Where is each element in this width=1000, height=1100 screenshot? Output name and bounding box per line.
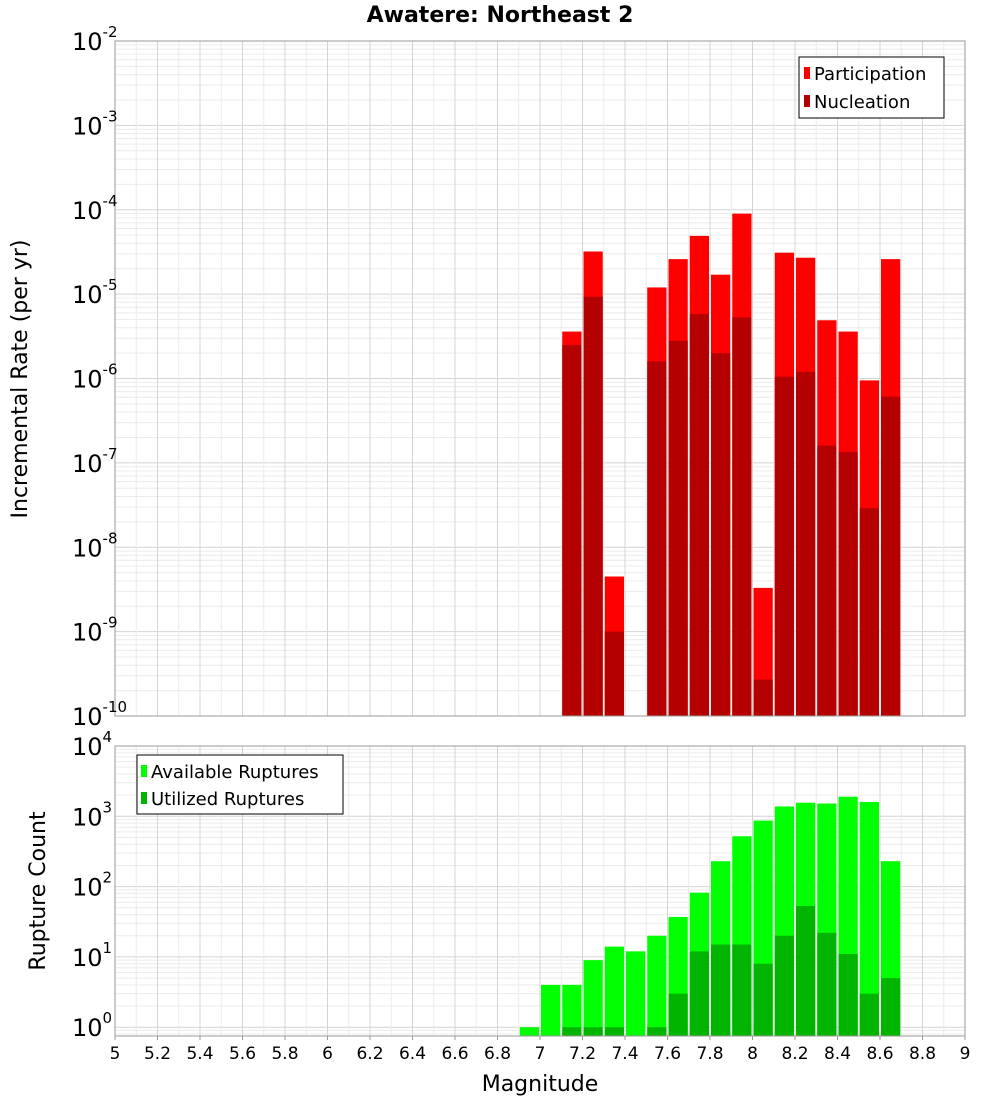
x-tick-label: 8.6: [866, 1044, 893, 1064]
top-bar-nucleation: [562, 344, 582, 716]
bottom-bar-utilized-ruptures: [796, 905, 816, 1036]
bottom-bar-utilized-ruptures: [881, 978, 901, 1036]
legend-swatch-available: [141, 765, 147, 777]
y-tick-label: 10-2: [72, 23, 118, 56]
bottom-bar-available-ruptures: [583, 960, 603, 1036]
top-legend-box: [798, 56, 945, 119]
x-tick-label: 9: [960, 1044, 971, 1064]
bottom-legend: Available Ruptures Utilized Ruptures: [136, 754, 344, 815]
bottom-bar-utilized-ruptures: [562, 1027, 582, 1036]
top-bars: [562, 213, 901, 717]
x-tick-label: 7.6: [654, 1044, 681, 1064]
bottom-bar-utilized-ruptures: [774, 935, 794, 1036]
y-tick-label: 100: [72, 1009, 112, 1042]
x-tick-label: 8.4: [824, 1044, 851, 1064]
y-tick-label: 10-4: [72, 192, 118, 225]
top-y-tick-labels: 10-10 10-9 10-8 10-7 10-6 10-5 10-4 10-3 10-2: [72, 23, 127, 731]
top-bar-nucleation: [796, 371, 816, 716]
top-plot: 10-10 10-9 10-8 10-7 10-6 10-5 10-4 10-3 10-2 In…: [8, 23, 966, 731]
bottom-bar-utilized-ruptures: [732, 944, 752, 1036]
top-bar-nucleation: [647, 361, 667, 716]
x-tick-label: 8: [747, 1044, 758, 1064]
bottom-bar-utilized-ruptures: [689, 951, 709, 1036]
top-legend: Participation Nucleation: [798, 56, 945, 119]
bottom-bar-utilized-ruptures: [711, 944, 731, 1036]
bottom-bar-available-ruptures: [519, 1027, 539, 1036]
bottom-bar-available-ruptures: [541, 984, 561, 1036]
top-bar-nucleation: [732, 317, 752, 716]
x-tick-label: 5: [110, 1044, 121, 1064]
y-tick-label: 103: [72, 798, 112, 831]
top-plot-border: [114, 40, 966, 717]
bottom-bars: [519, 796, 901, 1036]
bottom-bar-utilized-ruptures: [838, 954, 858, 1036]
y-tick-label: 10-6: [72, 361, 118, 394]
legend-swatch-utilized: [141, 792, 147, 804]
top-bar-nucleation: [774, 376, 794, 716]
bottom-y-axis-label: Rupture Count: [26, 811, 51, 971]
bottom-bar-utilized-ruptures: [604, 1027, 624, 1036]
x-tick-label: 8.2: [781, 1044, 808, 1064]
x-tick-labels: 5 5.2 5.4 5.6 5.8 6 6.2 6.4 6.6 6.8 7 7.2 7.4 7.6 7.8 8…: [110, 1036, 971, 1064]
bottom-bar-available-ruptures: [604, 946, 624, 1036]
legend-label-participation: Participation: [814, 64, 926, 85]
top-y-axis-label: Incremental Rate (per yr): [8, 240, 33, 519]
bottom-bar-available-ruptures: [647, 935, 667, 1036]
chart-title: Awatere: Northeast 2: [367, 3, 634, 28]
top-bar-nucleation: [753, 679, 773, 716]
legend-swatch-nucleation: [804, 95, 810, 107]
y-tick-label: 10-5: [72, 276, 118, 309]
y-tick-label: 101: [72, 939, 112, 972]
top-bar-nucleation: [604, 631, 624, 716]
top-bar-nucleation: [817, 445, 837, 716]
bottom-bar-utilized-ruptures: [753, 963, 773, 1036]
y-tick-label: 104: [72, 728, 112, 761]
x-tick-label: 7.2: [569, 1044, 596, 1064]
bottom-bar-utilized-ruptures: [668, 993, 688, 1036]
x-tick-label: 5.8: [271, 1044, 298, 1064]
x-tick-label: 6.8: [484, 1044, 511, 1064]
y-tick-label: 10-9: [72, 614, 118, 647]
bottom-bar-available-ruptures: [562, 984, 582, 1036]
y-tick-label: 10-3: [72, 107, 118, 140]
x-tick-label: 5.2: [144, 1044, 171, 1064]
x-tick-label: 6.6: [441, 1044, 468, 1064]
x-tick-label: 6.4: [399, 1044, 426, 1064]
bottom-bar-utilized-ruptures: [817, 932, 837, 1036]
top-grid: [114, 41, 966, 717]
top-bar-nucleation: [711, 353, 731, 716]
legend-label-available: Available Ruptures: [151, 762, 319, 783]
bottom-plot: 100 101 102 103 104 5 5.2 5.4 5.6 5.8 6 6.2 6.4 6.6 6…: [26, 728, 970, 1097]
x-tick-label: 5.4: [186, 1044, 213, 1064]
bottom-y-tick-labels: 100 101 102 103 104: [72, 728, 112, 1042]
bottom-legend-box: [136, 754, 344, 815]
legend-label-nucleation: Nucleation: [814, 92, 910, 113]
bottom-bar-utilized-ruptures: [859, 993, 879, 1036]
bottom-bar-available-ruptures: [859, 801, 879, 1036]
x-tick-label: 5.6: [229, 1044, 256, 1064]
x-tick-label: 6: [322, 1044, 333, 1064]
y-tick-label: 102: [72, 869, 112, 902]
y-tick-label: 10-7: [72, 445, 118, 478]
x-tick-label: 7.8: [696, 1044, 723, 1064]
x-tick-label: 8.8: [909, 1044, 936, 1064]
legend-swatch-participation: [804, 67, 810, 79]
x-tick-label: 7.4: [611, 1044, 638, 1064]
top-bar-nucleation: [689, 314, 709, 716]
y-tick-label: 10-8: [72, 529, 118, 562]
x-tick-label: 6.2: [356, 1044, 383, 1064]
top-bar-nucleation: [881, 396, 901, 716]
top-bar-nucleation: [583, 296, 603, 716]
top-bar-nucleation: [859, 508, 879, 716]
x-axis-label: Magnitude: [482, 1072, 599, 1097]
bottom-bar-utilized-ruptures: [647, 1027, 667, 1036]
legend-label-utilized: Utilized Ruptures: [151, 789, 304, 810]
bottom-bar-available-ruptures: [626, 951, 646, 1036]
top-bar-nucleation: [668, 340, 688, 716]
bottom-bar-utilized-ruptures: [583, 1027, 603, 1036]
x-tick-label: 7: [535, 1044, 546, 1064]
top-bar-nucleation: [838, 451, 858, 716]
y-tick-label: 10-10: [72, 698, 127, 731]
